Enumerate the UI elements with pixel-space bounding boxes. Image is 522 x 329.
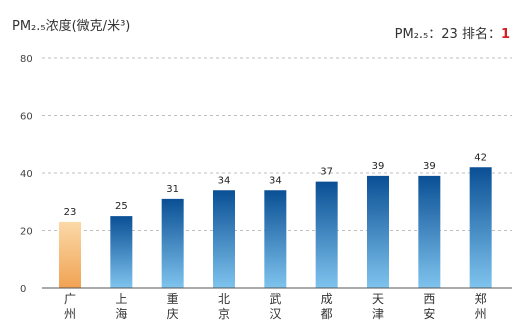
bar-value-label: 37 (320, 167, 333, 178)
y-tick-label: 60 (20, 112, 33, 123)
bar-8 (469, 167, 492, 288)
category-label: 成都 (321, 292, 333, 321)
y-tick-label: 40 (20, 169, 33, 180)
bar-value-label: 23 (64, 207, 77, 218)
category-label: 郑州 (475, 291, 487, 321)
category-label: 天津 (372, 292, 384, 321)
bar-7 (418, 175, 441, 288)
bar-0 (59, 221, 81, 288)
bar-6 (367, 175, 389, 288)
category-labels: 广州 上海 重庆 北京 武汉 成都 天津 西安 郑州 (64, 291, 487, 321)
chart-title: PM₂.₅浓度(微克/米³) (12, 18, 130, 34)
bar-value-label: 25 (115, 201, 128, 212)
category-label: 北京 (218, 292, 230, 321)
category-label: 武汉 (269, 292, 281, 321)
bars (59, 167, 492, 288)
bar-value-label: 34 (218, 175, 231, 186)
category-label: 上海 (115, 292, 127, 321)
rank-prefix: PM₂.₅：23 排名： (395, 26, 501, 42)
y-tick-label: 80 (20, 54, 33, 65)
rank-value: 1 (501, 27, 510, 42)
bar-value-label: 34 (269, 175, 282, 186)
bar-value-label: 39 (423, 161, 436, 172)
bar-1 (110, 216, 133, 288)
bar-4 (264, 190, 287, 288)
bar-value-label: 39 (372, 161, 385, 172)
bar-value-label: 42 (474, 152, 487, 163)
y-tick-label: 0 (20, 284, 26, 295)
bar-5 (315, 181, 338, 288)
y-axis-ticks: 0 20 40 60 80 (20, 54, 33, 295)
category-label: 广州 (64, 292, 76, 321)
category-label: 西安 (423, 292, 435, 321)
bar-value-label: 31 (166, 184, 179, 195)
rank-summary: PM₂.₅：23 排名：1 (395, 26, 510, 42)
value-labels: 23 25 31 34 34 37 39 39 42 (64, 152, 487, 218)
y-tick-label: 20 (20, 227, 33, 238)
category-label: 重庆 (167, 292, 179, 321)
bar-2 (161, 198, 184, 288)
bar-3 (213, 190, 235, 288)
